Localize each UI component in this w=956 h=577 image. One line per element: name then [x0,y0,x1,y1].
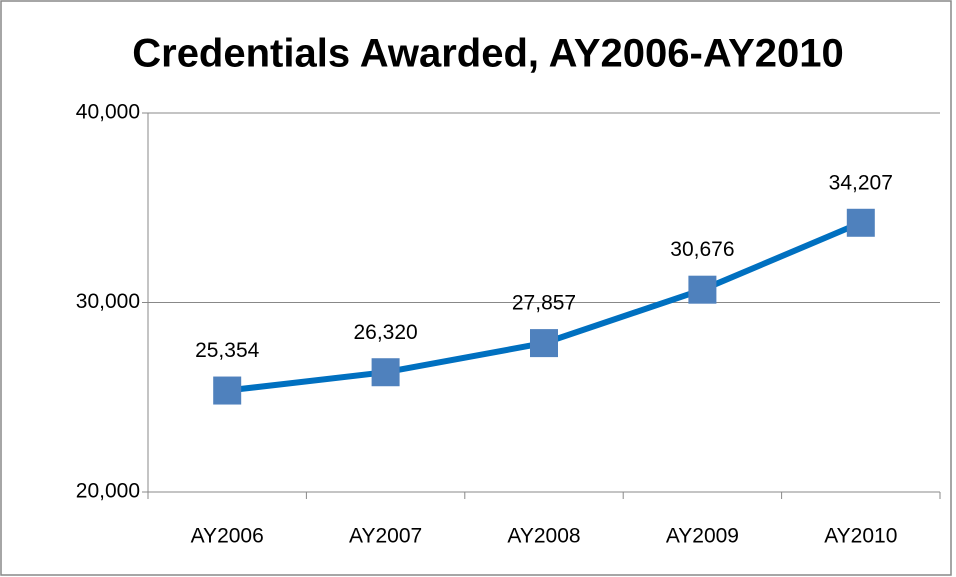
x-tick-label: AY2009 [666,525,739,548]
data-label: 25,354 [195,339,260,362]
marker [688,275,717,304]
x-tick-label: AY2007 [349,525,422,548]
data-label: 26,320 [353,321,417,344]
x-tick-label: AY2008 [507,525,580,548]
x-tick-label: AY2010 [824,525,897,548]
x-tick-label: AY2006 [191,525,264,548]
data-label: 30,676 [670,238,734,261]
y-tick-label: 20,000 [76,480,140,503]
chart-title: Credentials Awarded, AY2006-AY2010 [132,32,844,76]
marker [530,329,558,358]
data-label: 27,857 [512,292,576,315]
data-label: 34,207 [829,171,893,194]
y-tick-label: 40,000 [76,101,140,124]
marker [213,376,242,405]
marker [846,208,875,237]
marker [371,358,400,387]
y-tick-label: 30,000 [76,290,140,313]
